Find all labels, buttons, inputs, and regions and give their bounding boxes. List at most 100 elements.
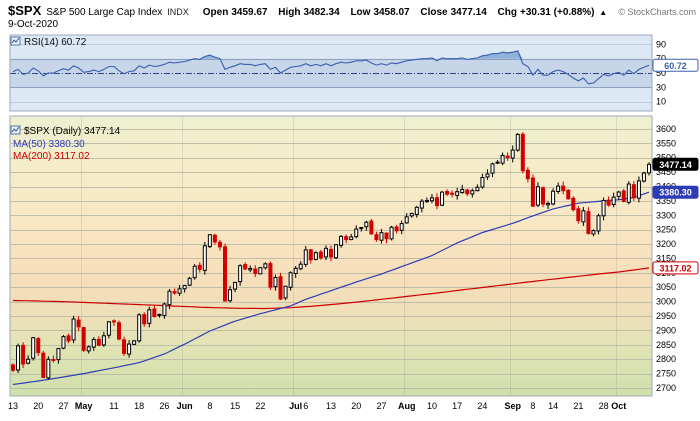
- candle-body: [248, 267, 253, 271]
- candle-body: [354, 228, 359, 238]
- candle-body: [470, 190, 475, 195]
- candle-body: [535, 186, 540, 206]
- candle-body: [288, 272, 293, 288]
- candle-body: [359, 227, 364, 230]
- candle-body: [631, 184, 636, 199]
- candle-body: [197, 264, 202, 270]
- price-axis-label: 2850: [656, 340, 676, 350]
- candle-body: [576, 208, 581, 222]
- ma200-last-label: 3117.02: [659, 263, 691, 273]
- candle-body: [253, 268, 258, 274]
- candle-body: [152, 308, 157, 317]
- x-axis-label: 8: [207, 401, 212, 411]
- candle-body: [621, 190, 626, 202]
- x-axis-label: 11: [109, 401, 118, 411]
- candle-body: [233, 281, 238, 290]
- candle-body: [223, 246, 227, 302]
- candle-body: [61, 336, 66, 349]
- x-axis-label: 21: [573, 401, 583, 411]
- rsi-last-label: 60.72: [664, 61, 687, 71]
- candle-body: [379, 232, 384, 241]
- x-axis-label: Jun: [177, 401, 193, 411]
- candle-body: [212, 234, 217, 243]
- candle-body: [530, 177, 535, 207]
- chart-header: $SPX S&P 500 Large Cap Index INDX Open 34…: [0, 0, 700, 30]
- price-axis-label: 3450: [656, 167, 676, 177]
- candle-body: [344, 236, 349, 241]
- candle-body: [495, 161, 500, 164]
- x-axis-label: 15: [230, 401, 240, 411]
- candle-body: [596, 215, 601, 232]
- candle-body: [525, 169, 530, 180]
- candle-body: [500, 154, 505, 164]
- candle-body: [51, 358, 56, 361]
- price-axis-label: 3200: [656, 239, 676, 249]
- candle-body: [510, 149, 515, 159]
- rsi-legend-icon-line: [11, 37, 20, 44]
- candle-body: [520, 133, 525, 172]
- header-row-1: $SPX S&P 500 Large Cap Index INDX Open 34…: [0, 0, 700, 18]
- price-axis-label: 2900: [656, 325, 676, 335]
- candle-body: [424, 200, 429, 203]
- price-axis-label: 3550: [656, 138, 676, 148]
- candle-body: [389, 226, 394, 240]
- chg-label: Chg: [497, 7, 517, 18]
- candle-body: [76, 319, 81, 328]
- candle-body: [616, 191, 621, 197]
- x-axis-label: 8: [530, 401, 535, 411]
- candle-body: [329, 248, 333, 258]
- close-last-label: 3477.14: [659, 160, 692, 170]
- candle-body: [374, 234, 379, 241]
- rsi-legend: RSI(14) 60.72: [24, 37, 87, 48]
- candle-body: [31, 337, 36, 359]
- rsi-axis-label: 70: [656, 54, 666, 64]
- candle-body: [56, 348, 61, 361]
- x-axis-label: 28: [599, 401, 609, 411]
- candle-body: [611, 196, 616, 206]
- candle-body: [349, 236, 354, 241]
- candle-body: [137, 314, 142, 342]
- candle-body: [480, 177, 485, 188]
- candle-body: [465, 189, 470, 195]
- open-value: 3459.67: [231, 7, 268, 18]
- candle-body: [647, 163, 651, 174]
- candle-body: [26, 358, 31, 364]
- candle-body: [36, 338, 41, 354]
- price-legend: $SPX (Daily) 3477.14: [24, 126, 121, 137]
- index-name: S&P 500 Large Cap Index: [46, 7, 163, 18]
- price-axis-label: 3300: [656, 210, 676, 220]
- candle-body: [207, 234, 212, 248]
- candle-body: [111, 320, 116, 323]
- x-axis-label: Jul: [289, 401, 302, 411]
- x-axis-label: 20: [351, 401, 361, 411]
- candle-body: [460, 188, 465, 194]
- high-label: High: [278, 7, 301, 18]
- x-axis-label: 22: [255, 401, 265, 411]
- rsi-axis-label: 90: [656, 39, 666, 49]
- exchange-label: INDX: [167, 7, 189, 17]
- candle-body: [440, 191, 445, 206]
- price-axis-label: 3050: [656, 282, 676, 292]
- candle-body: [561, 185, 566, 192]
- price-axis-label: 2800: [656, 354, 676, 364]
- candle-body: [192, 265, 197, 279]
- price-axis-label: 3600: [656, 124, 676, 134]
- candle-body: [162, 303, 167, 316]
- candle-body: [606, 199, 611, 206]
- candle-body: [308, 249, 313, 261]
- rsi-last-box: [652, 58, 699, 72]
- candle-body: [394, 226, 399, 232]
- candle-body: [46, 358, 51, 379]
- symbol-label: $SPX: [8, 3, 42, 18]
- x-axis-label: 24: [477, 401, 487, 411]
- candle-body: [66, 335, 71, 342]
- candle-body: [157, 313, 162, 316]
- candle-body: [101, 335, 106, 346]
- candle-body: [293, 267, 298, 274]
- candle-body: [142, 314, 147, 325]
- price-panel-border: [9, 115, 653, 397]
- candle-body: [369, 220, 374, 235]
- candle-body: [41, 352, 46, 378]
- candle-body: [626, 183, 631, 203]
